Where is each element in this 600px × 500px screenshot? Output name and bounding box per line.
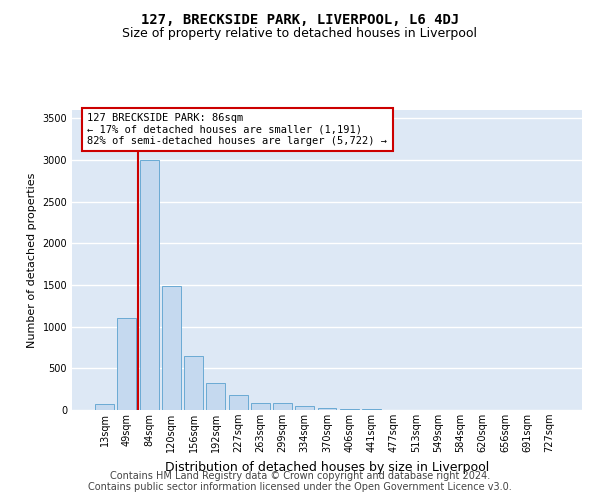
Bar — [140, 160, 158, 410]
Text: 127 BRECKSIDE PARK: 86sqm
← 17% of detached houses are smaller (1,191)
82% of se: 127 BRECKSIDE PARK: 86sqm ← 17% of detac… — [88, 113, 388, 146]
Bar — [206, 384, 225, 410]
Y-axis label: Number of detached properties: Number of detached properties — [27, 172, 37, 348]
Bar — [229, 396, 248, 410]
Bar — [295, 406, 314, 410]
X-axis label: Distribution of detached houses by size in Liverpool: Distribution of detached houses by size … — [165, 460, 489, 473]
Bar — [118, 318, 136, 410]
Text: Contains HM Land Registry data © Crown copyright and database right 2024.
Contai: Contains HM Land Registry data © Crown c… — [88, 471, 512, 492]
Text: Size of property relative to detached houses in Liverpool: Size of property relative to detached ho… — [122, 28, 478, 40]
Text: 127, BRECKSIDE PARK, LIVERPOOL, L6 4DJ: 127, BRECKSIDE PARK, LIVERPOOL, L6 4DJ — [141, 12, 459, 26]
Bar — [95, 404, 114, 410]
Bar — [162, 286, 181, 410]
Bar — [340, 409, 359, 410]
Bar — [317, 408, 337, 410]
Bar — [184, 356, 203, 410]
Bar — [251, 402, 270, 410]
Bar — [273, 404, 292, 410]
